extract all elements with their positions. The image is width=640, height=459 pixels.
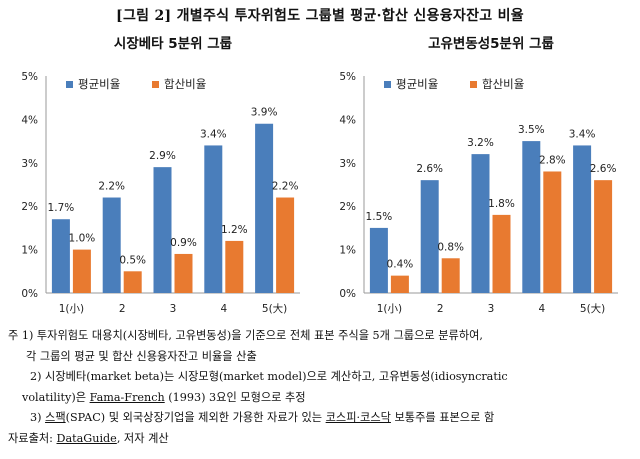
- bar-avg: [153, 167, 172, 293]
- x-tick-label: 2: [437, 303, 444, 315]
- bar-avg: [102, 197, 121, 293]
- bar-avg: [522, 141, 541, 293]
- bar-sum: [276, 197, 295, 293]
- legend-swatch-avg: [384, 81, 391, 88]
- source-dataguide: DataGuide: [56, 431, 117, 445]
- x-tick-label: 1(小): [377, 303, 402, 315]
- source-label: 자료출처:: [8, 431, 57, 445]
- data-label-sum: 1.0%: [69, 233, 96, 245]
- data-label-avg: 3.9%: [251, 107, 278, 119]
- x-tick-label: 3: [488, 303, 495, 315]
- bar-avg: [471, 154, 490, 293]
- bar-avg: [573, 145, 592, 293]
- charts-area: 시장베타 5분위 그룹 0% 1% 2% 3% 4% 5% 1.7% 1.0% 1(小) 2.2% 0…: [0, 28, 640, 324]
- y-tick-label: 0%: [21, 288, 38, 300]
- y-tick-label: 5%: [21, 71, 38, 83]
- chart-market-beta: 시장베타 5분위 그룹 0% 1% 2% 3% 4% 5% 1.7% 1.0% 1(小) 2.2% 0…: [21, 35, 300, 315]
- y-tick-label: 5%: [339, 71, 356, 83]
- legend-label-sum: 합산비율: [164, 77, 206, 91]
- legend-swatch-sum: [470, 81, 477, 88]
- y-tick-label: 2%: [339, 201, 356, 213]
- y-tick-label: 1%: [339, 245, 356, 257]
- y-tick-label: 4%: [339, 114, 356, 126]
- note-3-num: 3): [30, 411, 46, 424]
- data-label-avg: 2.9%: [149, 150, 176, 162]
- x-tick-label: 4: [220, 303, 227, 315]
- note-2-text-a: volatility)은: [22, 390, 90, 404]
- legend-label-avg: 평균비율: [78, 77, 120, 91]
- y-tick-label: 3%: [21, 158, 38, 170]
- note-3: 3) 스팩(SPAC) 및 외국상장기업을 제외한 가용한 자료가 있는 코스피…: [8, 408, 634, 429]
- x-tick-label: 4: [538, 303, 545, 315]
- data-label-avg: 3.5%: [518, 124, 545, 136]
- y-tick-label: 0%: [339, 288, 356, 300]
- note-2: 2) 시장베타(market beta)는 시장모형(market model)…: [30, 370, 508, 383]
- y-tick-label: 2%: [21, 201, 38, 213]
- data-label-avg: 3.2%: [467, 137, 494, 149]
- data-label-sum: 2.2%: [272, 181, 299, 193]
- data-label-avg: 3.4%: [200, 128, 227, 140]
- note-1: 주 1) 투자위험도 대용치(시장베타, 고유변동성)을 기준으로 전체 표본 …: [8, 329, 483, 342]
- data-label-sum: 0.9%: [170, 237, 197, 249]
- bar-avg: [369, 227, 388, 293]
- bar-sum: [390, 275, 409, 293]
- bar-sum: [72, 249, 91, 293]
- data-label-sum: 1.2%: [221, 224, 248, 236]
- bar-avg: [204, 145, 223, 293]
- note-1-cont: 각 그룹의 평균 및 합산 신용융자잔고 비율을 산출: [26, 349, 257, 363]
- y-tick-label: 4%: [21, 114, 38, 126]
- y-tick-label: 3%: [339, 158, 356, 170]
- x-tick-label: 3: [170, 303, 177, 315]
- bar-avg: [420, 180, 439, 293]
- bar-sum: [594, 180, 613, 293]
- chart-idiosyncratic-volatility: 고유변동성5분위 그룹 0% 1% 2% 3% 4% 5% 1.5% 0.4% 1(小) 2.6% 0…: [339, 36, 618, 315]
- bar-sum: [441, 258, 460, 293]
- note-2-text-b: (1993) 3요인 모형으로 추정: [164, 390, 306, 404]
- footnotes: 주 1) 투자위험도 대용치(시장베타, 고유변동성)을 기준으로 전체 표본 …: [8, 326, 634, 449]
- bar-sum: [225, 240, 244, 293]
- chart-title: 고유변동성5분위 그룹: [428, 36, 554, 52]
- figure-title: [그림 2] 개별주식 투자위험도 그룹별 평균·합산 신용융자잔고 비율: [116, 8, 524, 24]
- legend-label-avg: 평균비율: [396, 77, 438, 91]
- note-3-kospi-kosdaq: 코스피·코스닥: [325, 411, 391, 424]
- note-2-cont: volatility)은 Fama-French (1993) 3요인 모형으로…: [8, 388, 634, 409]
- bar-sum: [543, 171, 562, 293]
- legend-label-sum: 합산비율: [482, 77, 524, 91]
- data-label-avg: 2.2%: [98, 181, 125, 193]
- bar-sum: [174, 253, 193, 293]
- source-tail: , 저자 계산: [116, 431, 169, 445]
- data-label-sum: 0.4%: [387, 259, 414, 271]
- data-label-sum: 1.8%: [488, 198, 515, 210]
- x-tick-label: 5(大): [262, 302, 287, 315]
- note-2-fama-french: Fama-French: [89, 390, 165, 404]
- chart-title: 시장베타 5분위 그룹: [114, 35, 233, 52]
- x-tick-label: 5(大): [580, 302, 605, 315]
- data-label-avg: 2.6%: [416, 163, 443, 175]
- data-label-sum: 0.5%: [119, 254, 146, 266]
- note-3-spac: 스팩: [45, 411, 66, 424]
- bar-avg: [51, 219, 70, 293]
- legend-swatch-sum: [152, 81, 159, 88]
- note-3-text-b: 보통주를 표본으로 함: [390, 411, 495, 424]
- data-label-avg: 3.4%: [569, 128, 596, 140]
- bar-sum: [123, 271, 142, 293]
- x-tick-label: 2: [119, 303, 126, 315]
- data-label-sum: 2.8%: [539, 154, 566, 166]
- bar-avg: [255, 123, 274, 294]
- data-label-sum: 2.6%: [590, 163, 617, 175]
- x-tick-label: 1(小): [59, 303, 84, 315]
- y-tick-label: 1%: [21, 245, 38, 257]
- bar-sum: [492, 214, 511, 293]
- data-label-avg: 1.5%: [366, 211, 393, 223]
- legend-swatch-avg: [66, 81, 73, 88]
- source-line: 자료출처: DataGuide, 저자 계산: [8, 429, 634, 450]
- data-label-avg: 1.7%: [48, 202, 75, 214]
- note-3-text-a: (SPAC) 및 외국상장기업을 제외한 가용한 자료가 있는: [65, 411, 326, 424]
- data-label-sum: 0.8%: [437, 241, 464, 253]
